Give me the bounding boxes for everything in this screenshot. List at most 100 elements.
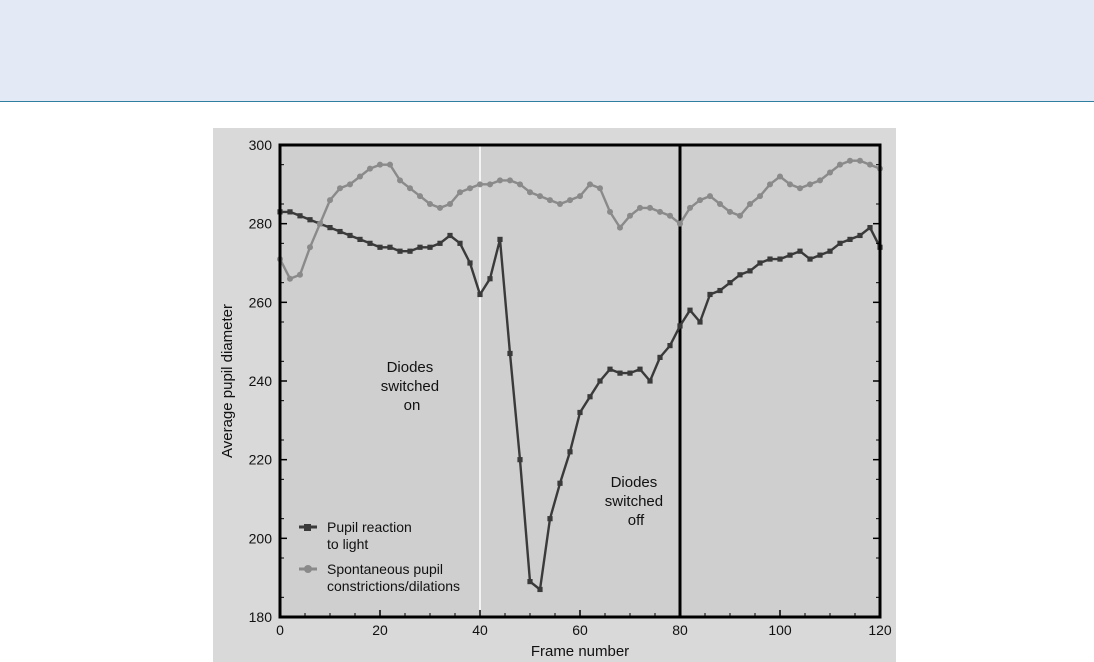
data-point-reaction [287,209,293,215]
data-point-reaction [857,232,863,239]
data-point-spontaneous [467,185,473,192]
data-point-spontaneous [437,204,443,211]
data-point-reaction [567,449,573,455]
annotation-diodes-off: Diodes switched off [605,474,668,529]
data-point-reaction [467,260,473,266]
data-point-spontaneous [427,201,433,207]
data-point-reaction [777,256,783,262]
data-point-spontaneous [697,197,703,204]
data-point-reaction [507,350,513,357]
annotation-diodes-on: Diodes switched on [381,359,444,414]
data-point-spontaneous [707,193,713,200]
x-tick-label: 80 [672,622,688,638]
annotation-off-line-2: switched [605,493,663,510]
data-point-spontaneous [777,173,783,180]
data-point-spontaneous [297,271,303,278]
data-point-spontaneous [677,220,683,227]
top-banner [0,0,1094,102]
legend-reaction-line-1: Pupil reaction [327,519,412,535]
data-point-spontaneous [537,193,543,200]
data-point-spontaneous [557,201,563,207]
data-point-reaction [527,579,533,585]
x-tick-label: 120 [868,622,892,638]
data-point-reaction [297,213,303,219]
data-point-reaction [627,370,633,376]
data-point-spontaneous [327,197,333,204]
data-point-reaction [417,244,423,250]
data-point-spontaneous [497,177,503,184]
data-point-spontaneous [757,193,763,200]
data-point-spontaneous [837,161,843,168]
data-point-spontaneous [517,181,523,188]
data-point-reaction [577,409,583,416]
y-tick-label: 180 [249,609,273,625]
data-point-reaction [647,378,653,384]
data-point-reaction [337,228,343,235]
data-point-reaction [677,323,683,329]
data-point-reaction [427,244,433,250]
data-point-reaction [437,240,443,246]
pupil-diameter-chart: 180 200 220 240 260 280 300 0 20 40 60 80 100 120 Fra… [219,137,892,660]
data-point-spontaneous [667,212,673,219]
data-point-spontaneous [447,201,453,207]
legend-spontaneous-line-2: constrictions/dilations [327,578,460,594]
data-point-spontaneous [527,189,533,196]
data-point-reaction [847,236,853,242]
data-point-reaction [787,252,793,258]
data-point-spontaneous [787,181,793,188]
data-point-reaction [797,248,803,254]
data-point-spontaneous [507,177,513,184]
data-point-reaction [807,256,813,262]
data-point-spontaneous [477,181,483,188]
data-point-reaction [617,370,623,376]
series-layer [277,157,883,593]
data-point-spontaneous [367,165,373,172]
data-point-spontaneous [407,185,413,192]
data-point-spontaneous [397,177,403,184]
x-tick-label: 60 [572,622,588,638]
data-point-reaction [597,378,603,384]
data-point-spontaneous [817,177,823,184]
data-point-spontaneous [357,173,363,180]
data-point-reaction [497,236,503,242]
data-point-spontaneous [767,181,773,188]
data-point-reaction [397,248,403,254]
data-point-reaction [477,291,483,298]
data-point-reaction [757,260,763,266]
data-point-spontaneous [487,181,493,188]
annotation-on-line-3: on [404,397,421,414]
data-point-spontaneous [417,193,423,200]
data-point-reaction [407,248,413,254]
data-point-reaction [457,240,463,246]
data-point-reaction [517,457,523,463]
data-point-spontaneous [847,157,853,164]
data-point-spontaneous [607,208,613,215]
data-point-spontaneous [347,181,353,188]
data-point-spontaneous [337,185,343,192]
data-point-reaction [487,276,493,282]
data-point-reaction [637,366,643,372]
data-point-spontaneous [727,208,733,215]
data-point-reaction [347,232,353,239]
data-point-spontaneous [637,204,643,211]
data-point-spontaneous [647,204,653,211]
data-point-reaction [867,225,873,231]
data-point-spontaneous [747,201,753,207]
data-point-reaction [367,240,373,246]
data-point-reaction [387,244,393,250]
legend-marker-spontaneous [304,565,312,573]
data-point-spontaneous [387,161,393,168]
y-tick-label: 280 [249,216,273,232]
data-point-reaction [697,319,703,325]
data-point-reaction [727,280,733,286]
data-point-spontaneous [317,220,323,227]
annotation-on-line-1: Diodes [387,359,434,376]
data-point-reaction [607,366,613,372]
legend-reaction-line-2: to light [327,536,368,552]
data-point-reaction [447,232,453,239]
annotation-off-line-3: off [628,512,645,529]
data-point-spontaneous [377,161,383,168]
data-point-spontaneous [287,275,293,282]
data-point-reaction [587,394,593,400]
data-point-reaction [707,291,713,298]
